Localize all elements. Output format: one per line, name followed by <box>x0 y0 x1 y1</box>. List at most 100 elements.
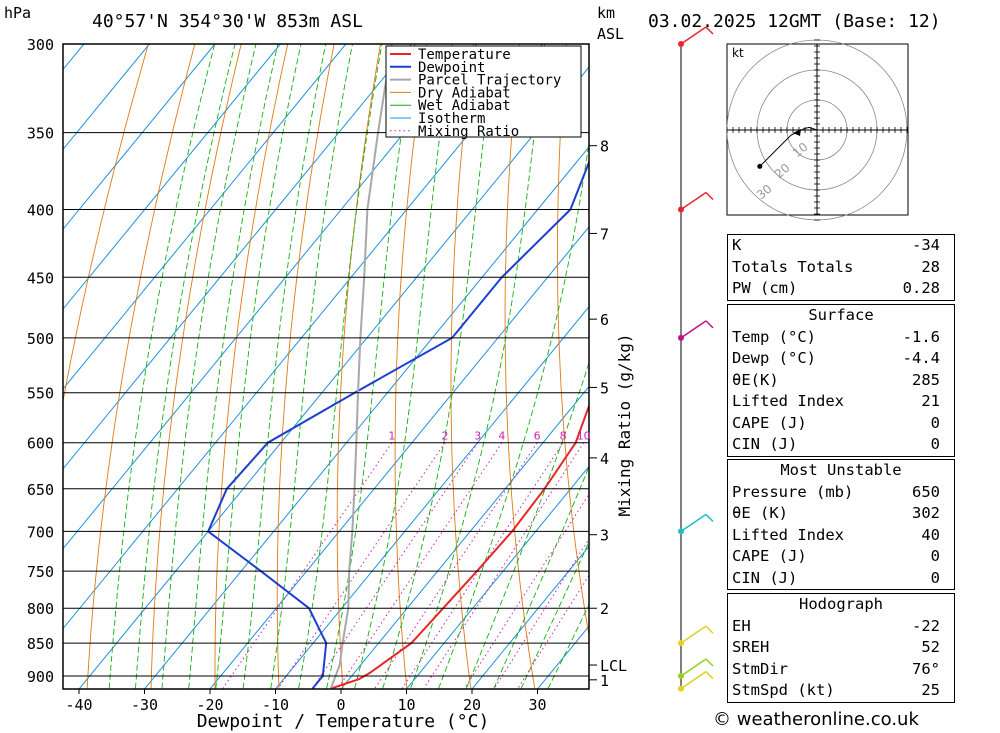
surface-li-label: Lifted Index <box>732 392 844 410</box>
temp-tick-label: -30 <box>131 696 158 714</box>
mu-cape-value: 0 <box>930 547 940 565</box>
dry-adiabat-line <box>86 44 196 689</box>
mixing-ratio-axis-label: Mixing Ratio (g/kg) <box>615 333 634 516</box>
wet-adiabat-line <box>410 44 546 689</box>
location-title: 40°57'N 354°30'W 853m ASL <box>92 11 363 32</box>
dry-adiabat-line <box>450 44 474 689</box>
height-tick-label: 7 <box>600 225 609 243</box>
pw-label: PW (cm) <box>732 279 798 297</box>
mu-pressure-value: 650 <box>912 482 940 501</box>
pressure-tick-label: 900 <box>27 668 54 686</box>
mixing-ratio-line <box>277 442 446 689</box>
pressure-tick-label: 400 <box>27 201 54 219</box>
isotherm-line <box>63 44 150 151</box>
mu-theta-label: θE (K) <box>732 504 788 522</box>
height-tick-label: 8 <box>600 138 609 156</box>
isotherm-line <box>340 385 589 689</box>
indices-table: K -34 Totals Totals 28 PW (cm) 0.28 <box>727 234 955 301</box>
sreh-value: 52 <box>921 638 940 656</box>
surface-cin-value: 0 <box>930 435 940 453</box>
mixing-ratio-tick-label: 4 <box>498 430 505 443</box>
pressure-tick-label: 600 <box>27 435 54 453</box>
footer-credit[interactable]: © weatheronline.co.uk <box>713 709 919 730</box>
hodograph-indices-table: Hodograph EH -22 SREH 52 StmDir 76° StmSpd … <box>727 593 955 703</box>
pressure-tick-label: 300 <box>27 36 54 54</box>
height-tick-label: 1 <box>600 672 609 690</box>
surface-cin-label: CIN (J) <box>732 435 798 453</box>
wet-adiabat-line <box>465 361 589 689</box>
most-unstable-table: Most Unstable Pressure (mb) 650 θE (K) 302… <box>727 459 955 590</box>
legend-label: Dry Adiabat <box>418 85 511 101</box>
dry-adiabat-line <box>214 44 289 689</box>
legend-label: Temperature <box>418 47 511 63</box>
mu-cape-label: CAPE (J) <box>732 547 807 565</box>
isotherm-line <box>63 44 216 231</box>
mixing-ratio-line <box>337 442 503 689</box>
surface-cape-value: 0 <box>930 413 940 432</box>
surface-theta-label: θE(K) <box>732 370 779 389</box>
hodo-indices-title: Hodograph <box>799 595 883 613</box>
wet-adiabat-line <box>270 44 353 689</box>
pressure-tick-label: 700 <box>27 523 54 541</box>
isotherm-line <box>63 44 543 630</box>
mixing-ratio-line <box>222 442 393 689</box>
wet-adiabat-line <box>326 44 416 689</box>
mu-theta-value: 302 <box>912 504 940 522</box>
hpa-axis-label: hPa <box>4 4 32 22</box>
wet-adiabat-line <box>354 44 453 689</box>
wet-adiabat-line <box>547 603 589 689</box>
wet-adiabat-line <box>188 44 279 689</box>
isotherm-line <box>63 44 478 550</box>
plot-frame <box>62 43 590 690</box>
mixing-ratio-line <box>517 574 589 689</box>
wet-adiabat-line <box>108 44 216 689</box>
km-axis-label: km <box>597 4 616 22</box>
mixing-ratio-tick-label: 10 <box>577 430 591 443</box>
eh-label: EH <box>732 616 751 635</box>
height-tick-label: 2 <box>600 600 609 618</box>
wet-adiabat-line <box>298 44 383 689</box>
legend-label: Dewpoint <box>418 60 485 76</box>
surface-table: Surface Temp (°C) -1.6 Dewp (°C) -4.4 θE(K… <box>727 304 955 457</box>
wet-adiabat-line <box>161 44 257 689</box>
isotherm-line <box>209 226 589 689</box>
isotherm-line <box>63 44 281 310</box>
legend-label: Wet Adiabat <box>418 98 511 114</box>
wet-adiabat-line <box>134 44 236 689</box>
height-tick-label: 4 <box>600 450 609 468</box>
dry-adiabat-line <box>657 44 726 689</box>
mixing-ratio-line <box>312 442 479 689</box>
temp-tick-label: 0 <box>336 696 345 714</box>
mu-pressure-label: Pressure (mb) <box>732 482 854 501</box>
eh-value: -22 <box>912 616 940 635</box>
totals-totals-label: Totals Totals <box>732 257 854 276</box>
dry-adiabat-line <box>63 44 149 404</box>
wet-adiabat-line <box>493 465 589 689</box>
wet-adiabat-line <box>382 44 496 689</box>
mixing-ratio-tick-label: 3 <box>474 430 481 443</box>
surface-theta-value: 285 <box>912 370 940 389</box>
mixing-ratio-line <box>374 442 538 689</box>
isotherm-line <box>78 66 589 689</box>
stmspd-value: 25 <box>921 681 940 699</box>
temp-tick-label: 20 <box>463 696 481 714</box>
parcel-trajectory-profile <box>329 44 393 689</box>
legend-label: Isotherm <box>418 111 485 127</box>
pressure-tick-label: 800 <box>27 600 54 618</box>
surface-li-value: 21 <box>921 392 940 410</box>
pressure-tick-label: 350 <box>27 125 54 143</box>
dry-adiabat-line <box>504 44 536 689</box>
isotherm-line <box>63 44 347 390</box>
temp-tick-label: -40 <box>65 696 92 714</box>
pressure-tick-label: 450 <box>27 269 54 287</box>
temp-tick-label: 30 <box>528 696 546 714</box>
height-tick-label: 3 <box>600 527 609 545</box>
wet-adiabat-line <box>438 139 589 689</box>
pressure-tick-label: 650 <box>27 481 54 499</box>
temp-tick-label: -20 <box>196 696 223 714</box>
mixing-ratio-tick-label: 6 <box>534 430 541 443</box>
temp-tick-label: -10 <box>262 696 289 714</box>
mixing-ratio-line <box>401 442 564 689</box>
